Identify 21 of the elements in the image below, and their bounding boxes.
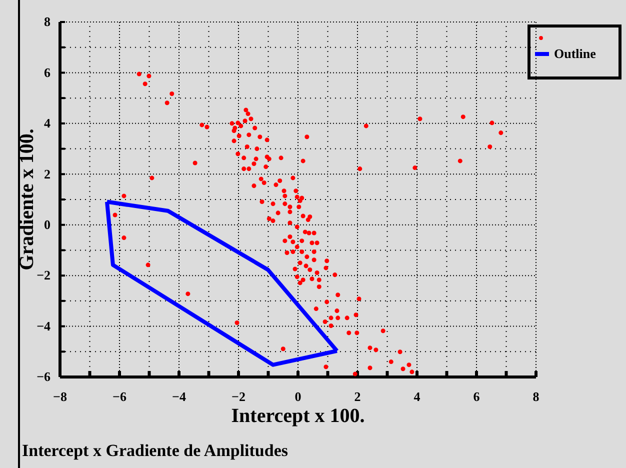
y-tick-label: −4 (36, 318, 51, 334)
text: Intercept x Gradiente de Amplitudes (22, 441, 288, 460)
x-tick-label: 8 (532, 388, 540, 404)
x-tick-label: 0 (294, 388, 302, 404)
y-tick-label: −6 (36, 369, 51, 384)
x-tick-label: 2 (354, 388, 361, 404)
y-tick-label: −2 (36, 268, 50, 283)
x-tick-label: −6 (112, 388, 127, 404)
y-tick-label: 4 (44, 116, 51, 131)
x-tick-label: −8 (53, 388, 68, 404)
x-tick-label: −2 (232, 388, 246, 404)
x-tick-label: 6 (473, 388, 480, 404)
y-tick-label: 6 (44, 64, 51, 80)
y-tick-label: 2 (44, 166, 50, 182)
x-tick-label: 4 (414, 388, 421, 404)
x-axis-title: Intercept x 100. (231, 405, 365, 427)
legend-label: Outline (554, 46, 596, 61)
y-tick-label: 8 (44, 14, 51, 30)
y-tick-label: 0 (44, 217, 50, 232)
x-tick-label: −4 (172, 388, 186, 404)
y-axis-title: Gradiente x 100. (16, 128, 38, 270)
